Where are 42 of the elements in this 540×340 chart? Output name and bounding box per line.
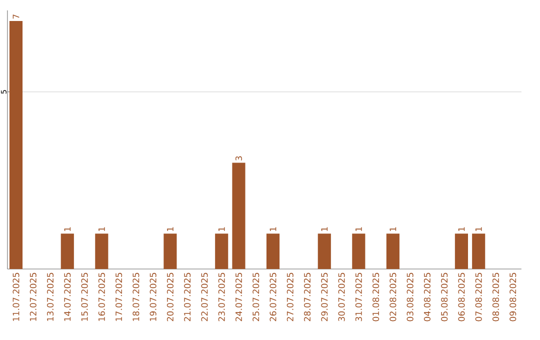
- x-tick-label: 24.07.2025: [235, 272, 242, 322]
- x-tick-label: 11.07.2025: [12, 272, 20, 321]
- x-tick-label: 26.07.2025: [270, 272, 276, 322]
- x-tick-label: 08.08.2025: [492, 272, 500, 322]
- x-tick-label: 31.07.2025: [355, 272, 362, 322]
- x-tick-label: 12.07.2025: [30, 272, 36, 321]
- data-label: 3: [235, 156, 242, 160]
- x-tick-label: 09.08.2025: [510, 272, 516, 322]
- x-tick-label: 20.07.2025: [166, 272, 174, 322]
- data-label: 1: [270, 227, 276, 232]
- x-tick-label: 19.07.2025: [150, 272, 156, 321]
- x-tick-label: 18.07.2025: [132, 272, 140, 321]
- x-tick-label: 30.07.2025: [338, 272, 345, 322]
- x-tick-label: 27.07.2025: [286, 272, 294, 322]
- x-tick-label: 05.08.2025: [441, 272, 448, 322]
- x-tick-label: 07.08.2025: [475, 272, 482, 322]
- data-label: 1: [390, 227, 396, 232]
- x-tick-label: 23.07.2025: [218, 272, 225, 322]
- x-tick-label: 01.08.2025: [372, 272, 380, 322]
- data-label: 1: [218, 227, 225, 232]
- x-tick-label: 16.07.2025: [98, 272, 105, 321]
- data-label: 1: [64, 227, 71, 232]
- x-tick-label: 15.07.2025: [81, 272, 88, 321]
- data-label: 1: [458, 227, 465, 232]
- x-tick-label: 21.07.2025: [184, 272, 191, 322]
- data-label: 1: [321, 227, 328, 232]
- x-tick-label: 13.07.2025: [47, 272, 54, 321]
- x-tick-label: 17.07.2025: [116, 272, 122, 321]
- data-label: 1: [356, 227, 362, 232]
- data-label: 7: [12, 14, 20, 19]
- x-tick-label: 02.08.2025: [390, 272, 396, 322]
- x-tick-label: 25.07.2025: [252, 272, 260, 322]
- data-label: 1: [167, 227, 174, 232]
- x-tick-label: 29.07.2025: [321, 272, 328, 322]
- x-tick-label: 22.07.2025: [201, 272, 208, 322]
- x-tick-label: 03.08.2025: [406, 272, 414, 322]
- x-tick-label: 06.08.2025: [458, 272, 465, 322]
- x-tick-label: 04.08.2025: [424, 272, 430, 322]
- x-tick-label: 28.07.2025: [304, 272, 311, 322]
- x-tick-label: 14.07.2025: [64, 272, 71, 321]
- data-label: 1: [475, 227, 482, 232]
- data-label: 1: [98, 227, 105, 232]
